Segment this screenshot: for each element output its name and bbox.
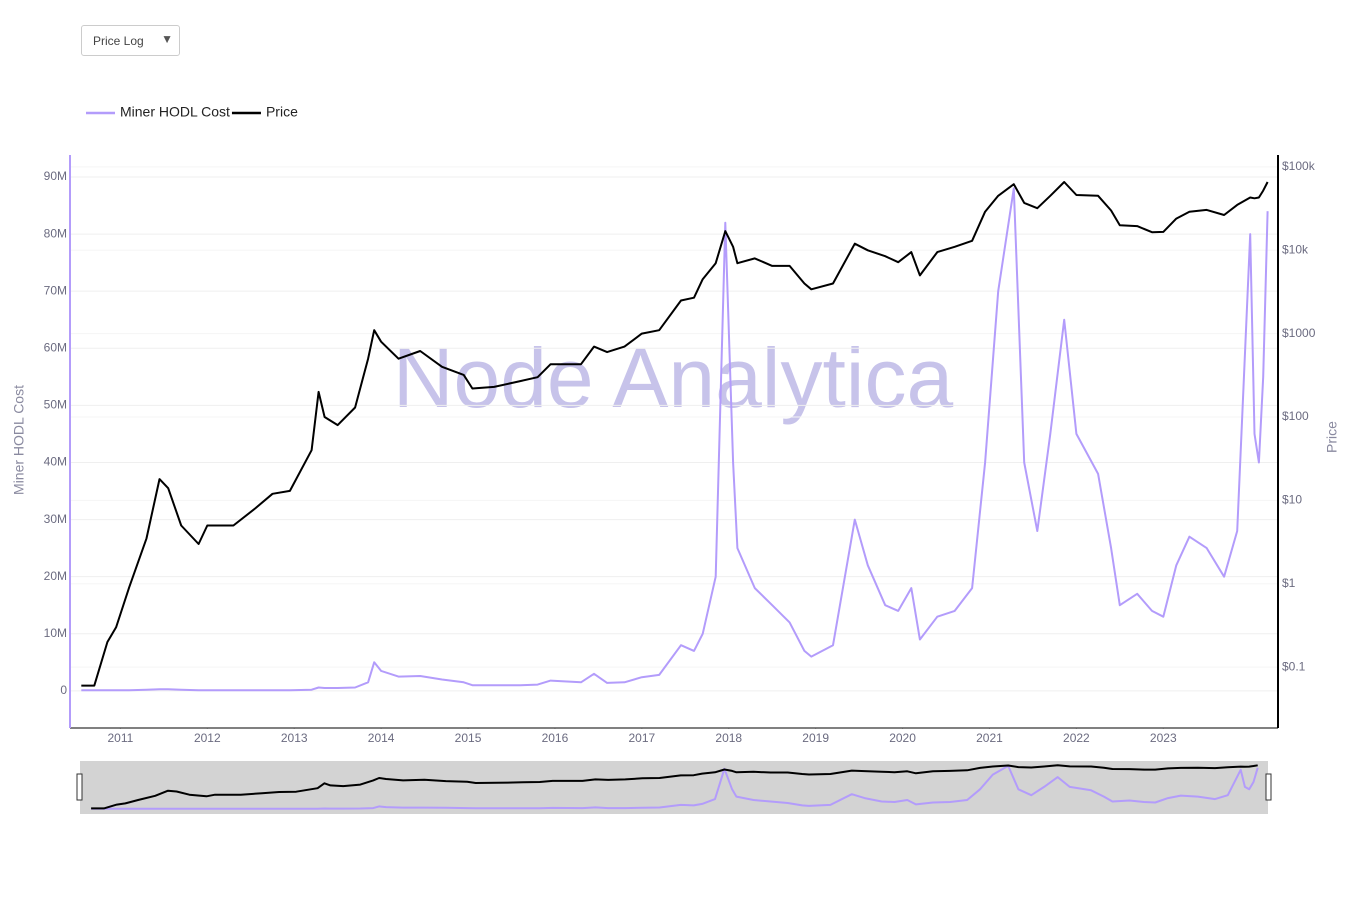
x-tick-label: 2020: [889, 731, 916, 745]
x-tick-label: 2011: [107, 731, 133, 745]
y-tick-label: 90M: [44, 169, 67, 183]
y-tick-label: 30M: [44, 512, 67, 526]
y-tick-label: 20M: [44, 569, 67, 583]
y-axis-title: Miner HODL Cost: [11, 385, 27, 495]
scale-dropdown[interactable]: Price Log ▼: [81, 25, 180, 56]
x-tick-label: 2013: [281, 731, 308, 745]
y-tick-label: 40M: [44, 455, 67, 469]
y-tick-label: 50M: [44, 398, 67, 412]
slider-line: [91, 764, 1258, 810]
x-tick-label: 2019: [802, 731, 829, 745]
y-tick-label: 70M: [44, 283, 67, 297]
y2-tick-label: $10k: [1282, 242, 1309, 256]
y2-axis-title: Price: [1324, 421, 1340, 453]
y-tick-label: 10M: [44, 626, 67, 640]
x-tick-label: 2022: [1063, 731, 1090, 745]
x-tick-label: 2014: [368, 731, 395, 745]
y-tick-label: 80M: [44, 226, 67, 240]
x-tick-label: 2017: [628, 731, 655, 745]
x-tick-label: 2015: [455, 731, 482, 745]
x-tick-label: 2018: [715, 731, 742, 745]
x-tick-label: 2023: [1150, 731, 1177, 745]
y2-tick-label: $0.1: [1282, 659, 1306, 673]
dropdown-arrow: ▼: [161, 32, 173, 46]
y-tick-label: 60M: [44, 340, 67, 354]
y-tick-label: 0: [60, 683, 67, 697]
y2-tick-label: $10: [1282, 493, 1302, 507]
dropdown-label: Price Log: [93, 34, 144, 48]
y2-tick-label: $1: [1282, 576, 1296, 590]
slider-line: [91, 764, 1259, 810]
y2-tick-label: $100k: [1282, 159, 1316, 173]
series-line: [81, 181, 1269, 687]
slider-handle[interactable]: [1265, 773, 1272, 801]
slider-handle[interactable]: [76, 773, 83, 801]
legend-label: Price: [266, 104, 298, 120]
x-tick-label: 2016: [542, 731, 569, 745]
x-tick-label: 2012: [194, 731, 221, 745]
y2-tick-label: $1000: [1282, 326, 1316, 340]
watermark: Node Analytica: [393, 331, 954, 425]
x-tick-label: 2021: [976, 731, 1003, 745]
legend-label: Miner HODL Cost: [120, 104, 230, 120]
y2-tick-label: $100: [1282, 409, 1309, 423]
series-line: [81, 187, 1269, 692]
